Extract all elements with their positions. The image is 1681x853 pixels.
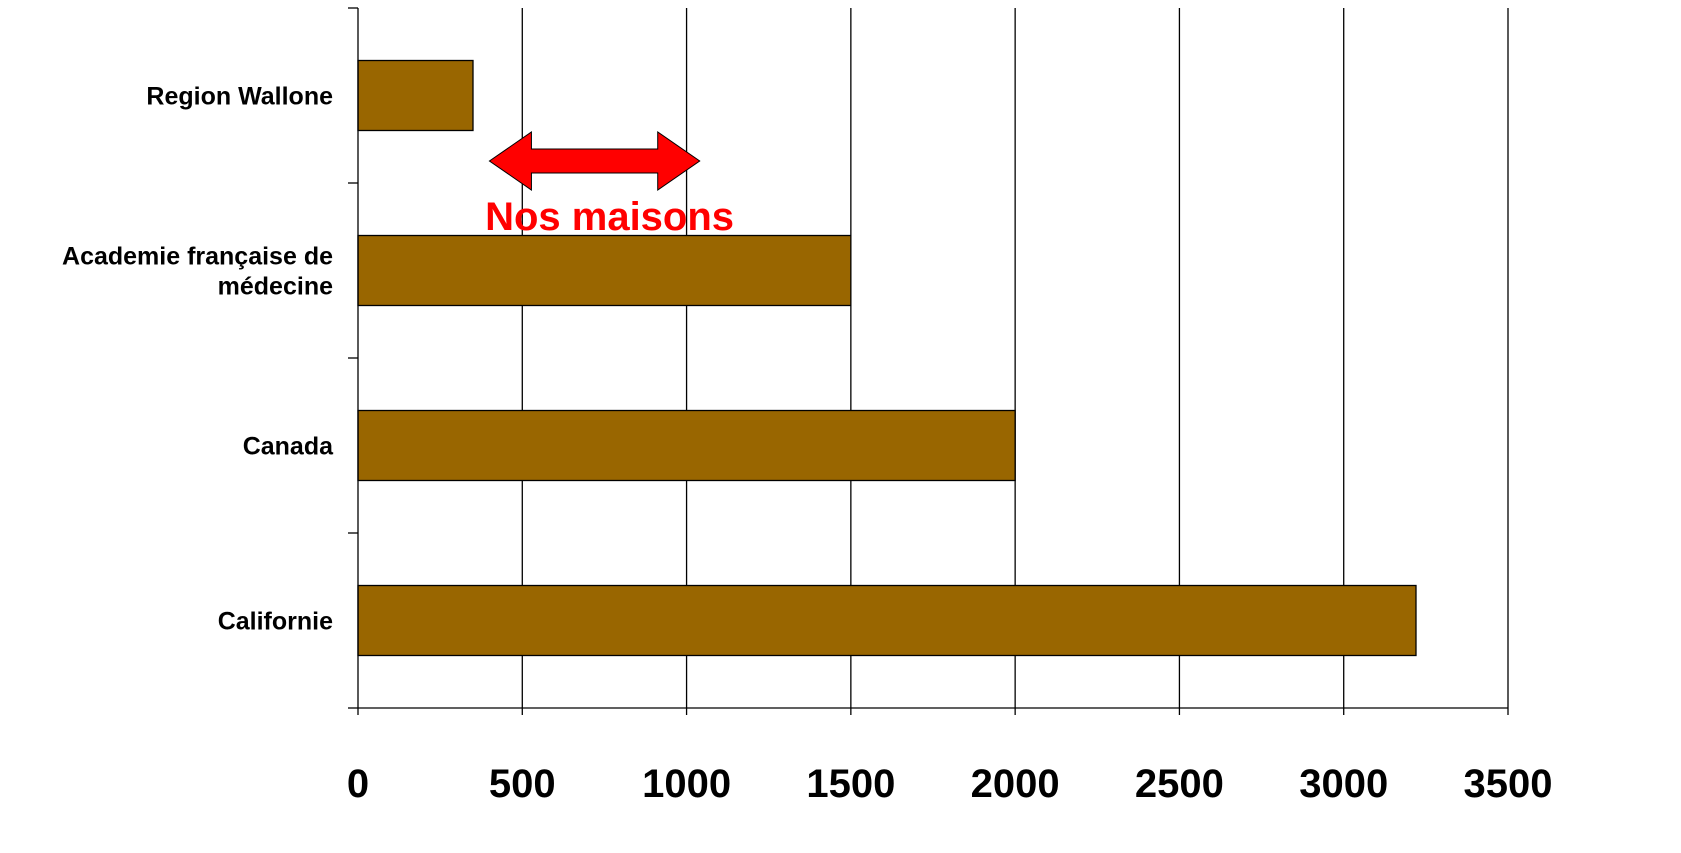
labels: 0 500 1000 1500 2000 2500 3000 3500 Region Wallo… — [62, 83, 1552, 807]
annotation: Nos maisons — [485, 131, 734, 239]
category-label: Canada — [243, 433, 334, 461]
category-label: Academie française de médecine — [62, 243, 333, 301]
x-tick-label: 1500 — [806, 762, 895, 806]
x-tick-label: 1000 — [642, 762, 731, 806]
bar — [357, 584, 1417, 657]
grid-lines — [521, 8, 1509, 708]
category-label-line: Californie — [218, 608, 333, 636]
category-label: Californie — [218, 608, 333, 636]
category-label-line: médecine — [218, 273, 333, 301]
category-label-line: Canada — [243, 433, 334, 461]
annotation-label: Nos maisons — [485, 195, 734, 239]
axes — [348, 7, 1509, 715]
category-label-line: Region Wallone — [146, 83, 333, 111]
bar — [357, 59, 474, 132]
x-tick-label: 3000 — [1299, 762, 1388, 806]
x-tick-label: 0 — [347, 762, 369, 806]
category-label-line: Academie française de — [62, 243, 333, 271]
bar — [357, 234, 852, 307]
double-arrow-icon — [488, 131, 701, 191]
x-tick-label: 3500 — [1464, 762, 1553, 806]
bar — [357, 409, 1016, 482]
x-tick-label: 2000 — [971, 762, 1060, 806]
bars — [357, 59, 1417, 657]
x-tick-label: 2500 — [1135, 762, 1224, 806]
category-label: Region Wallone — [146, 83, 333, 111]
x-tick-label: 500 — [489, 762, 556, 806]
